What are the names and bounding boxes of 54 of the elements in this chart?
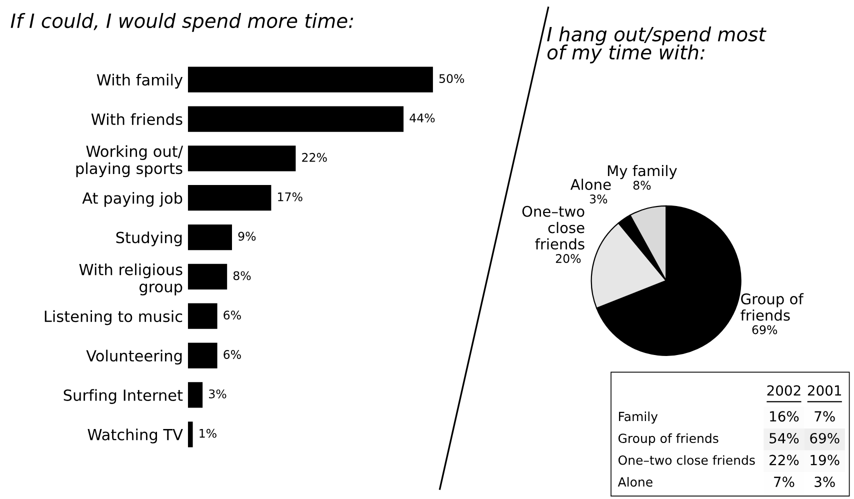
data-label: 17%	[278, 192, 302, 202]
y-tick-label: Working out/ playing sports	[76, 145, 184, 178]
bar	[188, 146, 296, 172]
bar	[188, 264, 228, 290]
bar	[188, 303, 218, 329]
y-tick-label: Volunteering	[86, 350, 182, 365]
y-tick-label: Listening to music	[44, 310, 182, 326]
bar	[188, 382, 203, 408]
y-tick-label: Family	[619, 412, 658, 424]
data-label: 22%	[302, 152, 327, 162]
data-label: 20%	[556, 254, 581, 263]
slice-label: Alone	[570, 178, 611, 190]
data-label: 8%	[633, 180, 651, 190]
y-tick-label: Surfing Internet	[64, 389, 183, 404]
data-label: 44%	[410, 114, 435, 122]
y-tick-label: Studying	[116, 231, 182, 246]
slice-label: One–two close friends	[522, 206, 584, 250]
data-label: 3%	[209, 389, 226, 398]
y-tick-label: With friends	[91, 113, 182, 126]
y-tick-label: At paying job	[82, 192, 182, 207]
data-label: 16%	[770, 411, 799, 422]
bar	[188, 106, 404, 132]
y-tick-label: With religious group	[79, 264, 182, 296]
data-label: 1%	[200, 428, 216, 438]
data-label: 3%	[814, 476, 835, 488]
data-label: 7%	[774, 476, 794, 488]
bar	[188, 66, 433, 92]
data-label: 22%	[770, 454, 799, 466]
data-label: 7%	[814, 411, 835, 422]
y-tick-label: With family	[96, 74, 183, 89]
data-label: 6%	[224, 310, 241, 320]
data-label: 50%	[439, 74, 464, 84]
data-label: 6%	[224, 350, 241, 359]
data-label: 54%	[770, 432, 799, 444]
data-label: 9%	[238, 232, 256, 241]
bar	[188, 185, 272, 211]
y-tick-label: Alone	[618, 477, 652, 487]
slice-label: My family	[608, 164, 677, 180]
data-label: 8%	[233, 271, 251, 280]
x-tick-label: 2001	[808, 385, 842, 396]
bar	[188, 342, 218, 368]
slice-label: Group of friends	[740, 293, 804, 321]
data-label: 19%	[810, 454, 840, 466]
y-tick-label: Watching TV	[88, 428, 183, 444]
x-tick-label: 2002	[767, 385, 800, 396]
data-label: 3%	[590, 194, 608, 204]
data-label: 69%	[810, 432, 840, 444]
chart-title: If I could, I would spend more time:	[10, 13, 354, 32]
bar	[188, 224, 232, 250]
bar	[188, 422, 193, 448]
y-tick-label: One–two close friends	[618, 455, 755, 465]
y-tick-label: Group of friends	[618, 433, 718, 446]
data-label: 69%	[752, 325, 778, 334]
chart-title: I hang out/spend most of my time with:	[547, 26, 766, 64]
